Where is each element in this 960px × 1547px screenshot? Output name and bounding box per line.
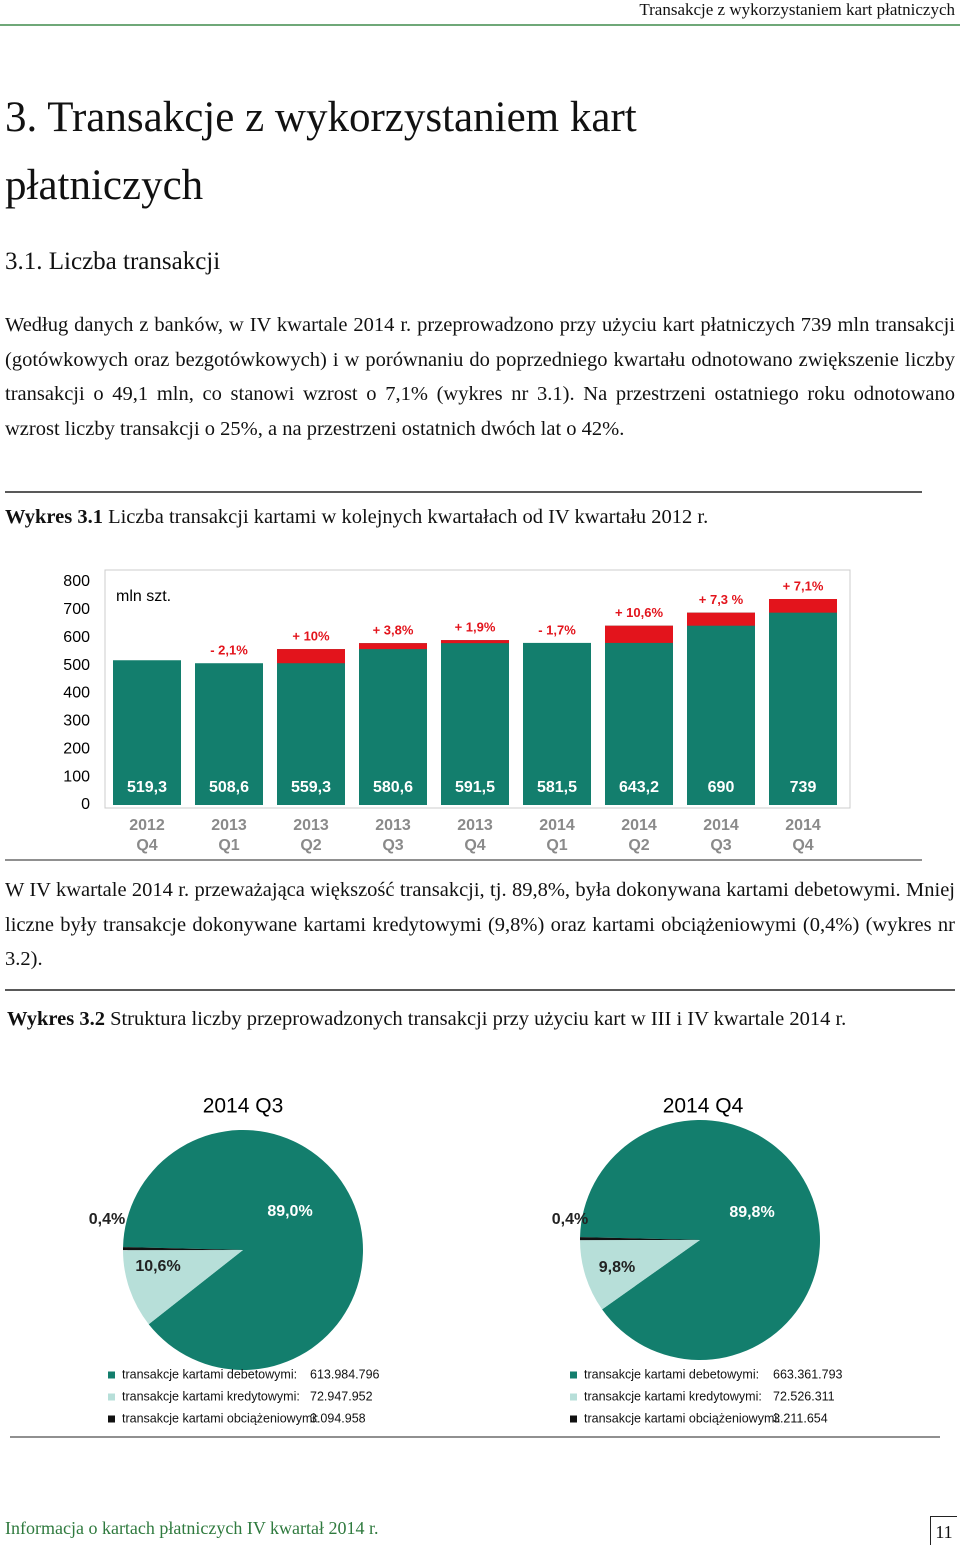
change-label: + 1,9%	[455, 620, 496, 635]
change-label: + 3,8%	[373, 623, 414, 638]
value-label: 591,5	[455, 779, 495, 796]
legend-swatch	[108, 1415, 115, 1423]
change-label: + 7,1%	[783, 578, 824, 593]
value-label: 690	[708, 779, 735, 796]
y-tick-label: 400	[63, 685, 90, 702]
x-tick-label: 2013 Q3	[375, 817, 411, 854]
y-tick-label: 300	[63, 713, 90, 730]
increase-segment	[277, 649, 345, 664]
y-tick-label: 700	[63, 601, 90, 618]
y-tick-label: 100	[63, 768, 90, 785]
legend-label: transakcje kartami kredytowymi:	[122, 1389, 300, 1403]
legend-swatch	[570, 1415, 577, 1423]
subheading: 3.1. Liczba transakcji	[5, 248, 221, 275]
value-label: 739	[790, 779, 817, 796]
x-tick-label: 2014 Q2	[621, 817, 657, 854]
paragraph: W IV kwartale 2014 r. przeważająca więks…	[5, 879, 955, 970]
heading: 3. Transakcje z wykorzystaniem kart płat…	[5, 94, 637, 209]
legend-swatch	[570, 1393, 577, 1401]
increase-segment	[441, 640, 509, 644]
legend-count: 663.361.793	[773, 1367, 843, 1381]
bar	[605, 625, 673, 805]
slice-label: 0,4%	[552, 1211, 588, 1228]
legend-count: 3.211.654	[773, 1411, 828, 1425]
bar	[523, 642, 591, 805]
slice-label: 10,6%	[135, 1258, 180, 1275]
legend-label: transakcje kartami obciążeniowymi:	[584, 1411, 781, 1425]
y-tick-label: 600	[63, 629, 90, 646]
legend-label: transakcje kartami debetowymi:	[584, 1367, 759, 1381]
legend-label: transakcje kartami debetowymi:	[122, 1367, 297, 1381]
y-tick-label: 500	[63, 657, 90, 674]
legend-swatch	[108, 1371, 115, 1379]
value-label: 643,2	[619, 779, 659, 796]
legend-count: 72.947.952	[310, 1389, 373, 1403]
bar	[113, 660, 181, 805]
x-tick-label: 2014 Q3	[703, 817, 739, 854]
change-label: - 1,7%	[538, 622, 576, 637]
x-tick-label: 2012 Q4	[129, 817, 165, 854]
x-tick-label: 2013 Q1	[211, 817, 247, 854]
pie-slice	[123, 1250, 243, 1325]
plot-frame	[104, 569, 851, 809]
caption: Wykres 3.2 Struktura liczby przeprowadzo…	[7, 1004, 937, 1034]
legend-count: 3.094.958	[310, 1411, 366, 1425]
page-number: 11	[930, 1516, 957, 1545]
change-label: - 2,1%	[210, 643, 248, 658]
value-label: 581,5	[537, 779, 577, 796]
value-label: 559,3	[291, 779, 331, 796]
x-tick-label: 2014 Q4	[785, 817, 821, 854]
increase-segment	[687, 612, 755, 626]
slice-label: 9,8%	[599, 1259, 635, 1276]
slice-label: 89,0%	[267, 1203, 312, 1220]
legend-swatch	[108, 1393, 115, 1401]
caption-label: Wykres 3.1	[5, 506, 103, 528]
pie-slice	[580, 1119, 821, 1360]
change-label: + 10,6%	[615, 605, 664, 620]
legend-count: 72.526.311	[773, 1389, 835, 1403]
caption: Wykres 3.1 Liczba transakcji kartami w k…	[5, 506, 708, 529]
y-tick-label: 800	[63, 573, 90, 590]
x-tick-label: 2014 Q1	[539, 817, 575, 854]
value-label: 580,6	[373, 779, 413, 796]
running-title: Transakcje z wykorzystaniem kart płatnic…	[639, 0, 955, 19]
bar	[359, 643, 427, 805]
slice-label: 0,4%	[89, 1211, 125, 1228]
unit-label: mln szt.	[116, 588, 171, 605]
legend-label: transakcje kartami obciążeniowymi:	[122, 1411, 319, 1425]
paragraph: Według danych z banków, w IV kwartale 20…	[5, 314, 955, 440]
caption-label: Wykres 3.2	[7, 1008, 105, 1030]
value-label: 508,6	[209, 779, 249, 796]
increase-segment	[769, 599, 837, 613]
increase-segment	[605, 625, 673, 643]
x-tick-label: 2013 Q4	[457, 817, 493, 854]
pie-slice	[123, 1247, 243, 1251]
x-tick-label: 2013 Q2	[293, 817, 329, 854]
change-label: + 7,3 %	[699, 592, 744, 607]
pie-title: 2014 Q3	[203, 1095, 284, 1118]
bar	[441, 640, 509, 805]
slice-label: 89,8%	[729, 1204, 774, 1221]
bar	[687, 612, 755, 805]
bar	[769, 599, 837, 805]
pie-title: 2014 Q4	[663, 1095, 744, 1118]
caption-text: Struktura liczby przeprowadzonych transa…	[110, 1008, 847, 1030]
pie-slice	[580, 1240, 700, 1310]
change-label: + 10%	[292, 629, 330, 644]
legend-count: 613.984.796	[310, 1367, 380, 1381]
value-label: 519,3	[127, 779, 167, 796]
caption-text: Liczba transakcji kartami w kolejnych kw…	[108, 506, 709, 528]
increase-segment	[359, 643, 427, 650]
y-tick-label: 200	[63, 740, 90, 757]
y-tick-label: 0	[81, 796, 90, 813]
bar	[195, 663, 263, 805]
pie-slice	[579, 1237, 700, 1241]
pie-slice	[123, 1130, 364, 1370]
footer-text: Informacja o kartach płatniczych IV kwar…	[5, 1518, 379, 1538]
legend-label: transakcje kartami kredytowymi:	[584, 1389, 762, 1403]
legend-swatch	[570, 1371, 577, 1379]
bar	[277, 649, 345, 805]
